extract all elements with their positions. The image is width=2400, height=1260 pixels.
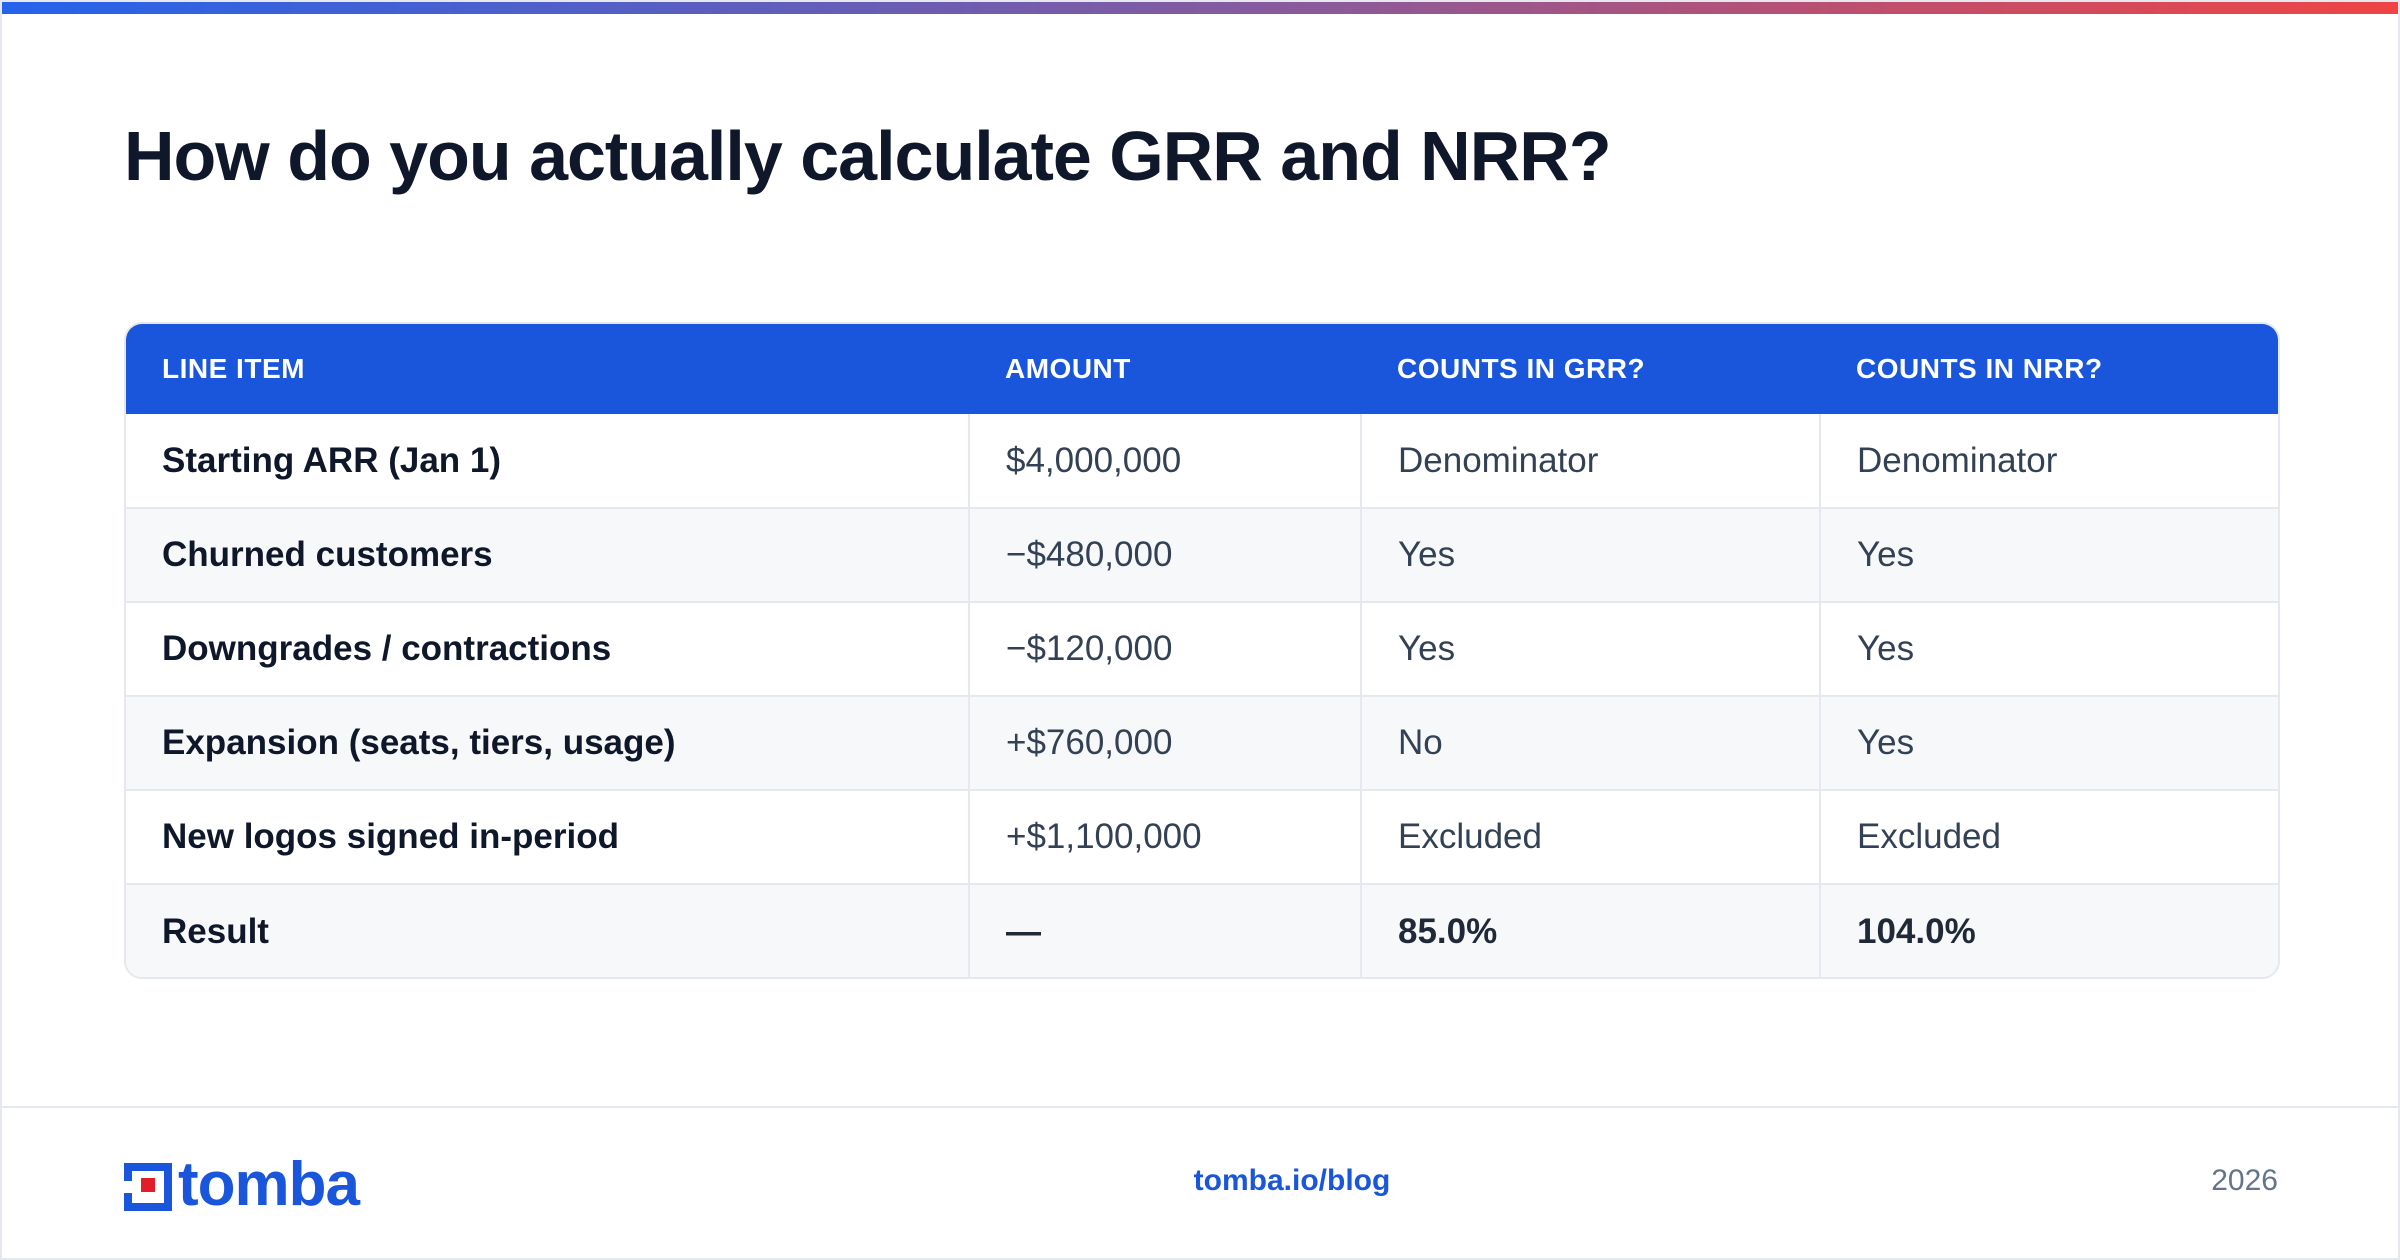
cell-line-item: Starting ARR (Jan 1) xyxy=(162,440,502,480)
cell-grr: No xyxy=(1360,696,1820,790)
cell-nrr-result: 104.0% xyxy=(1819,884,2278,977)
cell-amount: — xyxy=(968,884,1361,977)
table-row: Expansion (seats, tiers, usage) +$760,00… xyxy=(126,696,2278,790)
cell-nrr: Yes xyxy=(1819,508,2278,602)
footer-divider xyxy=(2,1106,2398,1108)
cell-amount: −$120,000 xyxy=(968,602,1361,696)
cell-nrr: Denominator xyxy=(1819,414,2278,508)
result-row: Result — 85.0% 104.0% xyxy=(126,884,2278,977)
cell-nrr: Yes xyxy=(1819,696,2278,790)
blog-link[interactable]: tomba.io/blog xyxy=(1193,1164,1391,1197)
cell-grr: Excluded xyxy=(1360,790,1820,884)
cell-line-item: Churned customers xyxy=(162,535,493,574)
cell-amount: $4,000,000 xyxy=(968,414,1361,508)
cell-nrr: Yes xyxy=(1819,602,2278,696)
table-row: Starting ARR (Jan 1) $4,000,000 Denomina… xyxy=(126,414,2278,508)
cell-grr: Yes xyxy=(1360,508,1820,602)
table-header-row: LINE ITEM AMOUNT COUNTS IN GRR? COUNTS I… xyxy=(126,324,2278,414)
gradient-top-bar xyxy=(2,2,2398,14)
cell-line-item: New logos signed in-period xyxy=(162,817,619,856)
table-row: Churned customers −$480,000 Yes Yes xyxy=(126,508,2278,602)
header-counts-in-nrr: COUNTS IN NRR? xyxy=(1856,353,2103,384)
table-row: New logos signed in-period +$1,100,000 E… xyxy=(126,790,2278,884)
calculation-table: LINE ITEM AMOUNT COUNTS IN GRR? COUNTS I… xyxy=(124,322,2280,979)
cell-line-item: Expansion (seats, tiers, usage) xyxy=(162,723,676,762)
header-counts-in-grr: COUNTS IN GRR? xyxy=(1397,353,1646,384)
cell-grr: Denominator xyxy=(1360,414,1820,508)
footer-year: 2026 xyxy=(2211,1164,2278,1197)
header-line-item: LINE ITEM xyxy=(162,353,305,384)
cell-amount: +$760,000 xyxy=(968,696,1361,790)
page-title: How do you actually calculate GRR and NR… xyxy=(124,117,1612,195)
cell-line-item: Result xyxy=(162,911,269,951)
cell-grr: Yes xyxy=(1360,602,1820,696)
cell-line-item: Downgrades / contractions xyxy=(162,629,612,668)
tomba-logo[interactable]: tomba xyxy=(124,1150,360,1219)
cell-nrr: Excluded xyxy=(1819,790,2278,884)
cell-amount: +$1,100,000 xyxy=(968,790,1361,884)
header-amount: AMOUNT xyxy=(1005,353,1131,384)
logo-wordmark: tomba xyxy=(178,1150,360,1219)
cell-grr-result: 85.0% xyxy=(1360,884,1820,977)
tomba-logo-icon xyxy=(124,1163,172,1211)
cell-amount: −$480,000 xyxy=(968,508,1361,602)
table-row: Downgrades / contractions −$120,000 Yes … xyxy=(126,602,2278,696)
